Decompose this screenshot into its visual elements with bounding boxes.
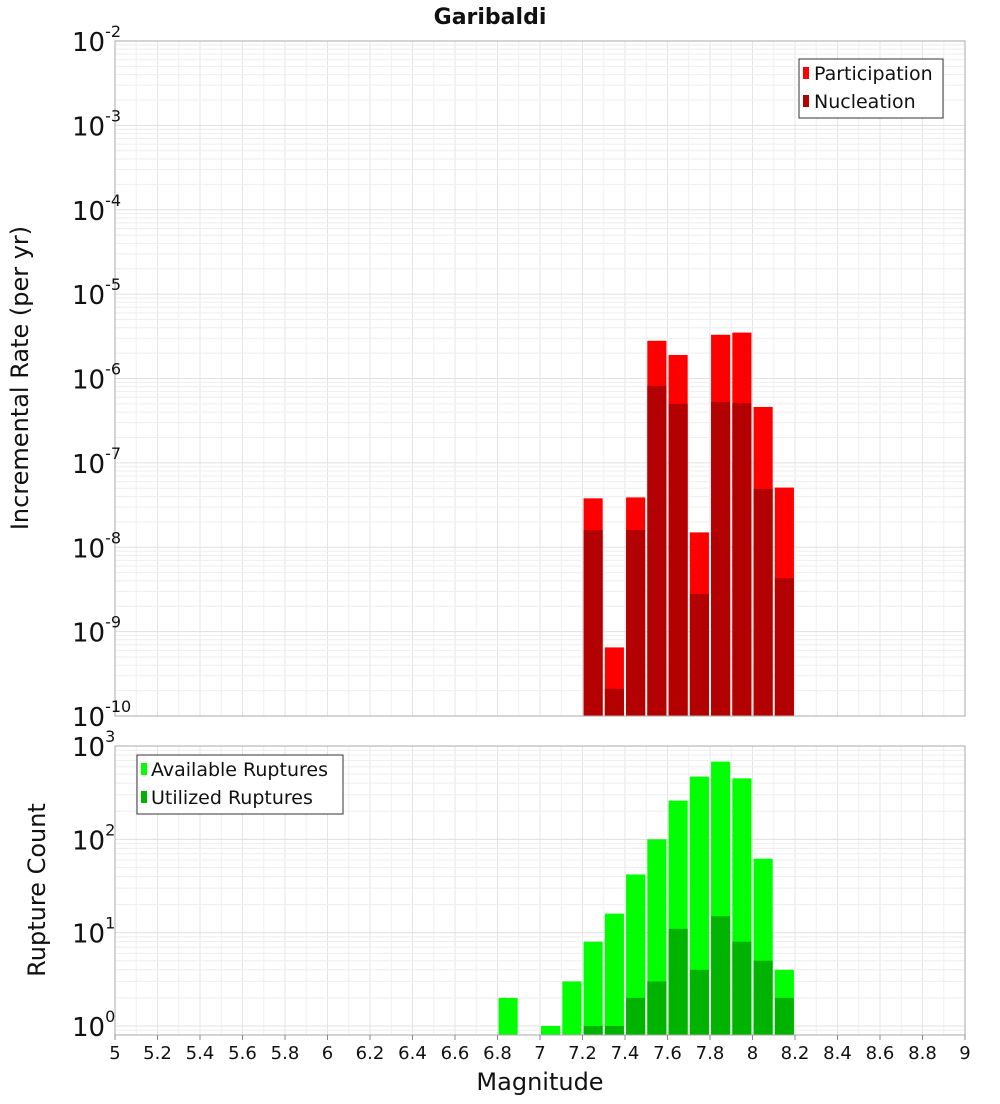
bar-nucleation-6 — [711, 401, 731, 716]
bar-available-ruptures-0 — [498, 997, 518, 1035]
x-axis-label: Magnitude — [476, 1068, 603, 1096]
x-ticks: 5 5.2 5.4 5.6 5.8 6 6.2 6.4 6.6 6.8 7 7.2 7.4 7.6 7.8 8… — [109, 1035, 971, 1064]
x-tick-label: 9 — [959, 1043, 970, 1064]
bar-utilized-ruptures-11 — [753, 960, 773, 1035]
y-tick-label: 10-8 — [72, 528, 121, 564]
top-y-axis-label: Incremental Rate (per yr) — [6, 226, 34, 530]
y-tick-label: 10-4 — [72, 191, 121, 227]
x-tick-label: 6.6 — [441, 1043, 470, 1064]
bar-nucleation-8 — [753, 489, 773, 716]
bar-nucleation-7 — [732, 403, 752, 716]
bottom-legend: Available Ruptures Utilized Ruptures — [136, 754, 344, 815]
x-tick-label: 8 — [747, 1043, 758, 1064]
y-tick-label: 10-3 — [72, 106, 121, 142]
legend-label-available-ruptures: Available Ruptures — [151, 759, 328, 781]
x-tick-label: 7.8 — [696, 1043, 725, 1064]
x-tick-label: 5.6 — [228, 1043, 257, 1064]
y-tick-label: 100 — [72, 1007, 115, 1043]
bar-nucleation-4 — [668, 403, 688, 716]
bottom-bars — [498, 761, 794, 1035]
bar-utilized-ruptures-10 — [732, 941, 752, 1035]
bar-nucleation-9 — [774, 578, 794, 716]
x-tick-label: 7.6 — [653, 1043, 682, 1064]
y-tick-label: 101 — [72, 914, 115, 950]
top-y-ticks: 10-2 10-3 10-4 10-5 10-6 10-7 10-8 10-9 10-10 — [72, 22, 131, 733]
x-tick-label: 7.2 — [568, 1043, 597, 1064]
x-tick-label: 5.4 — [186, 1043, 215, 1064]
x-tick-label: 6.2 — [356, 1043, 385, 1064]
x-tick-label: 6.8 — [483, 1043, 512, 1064]
x-tick-label: 7 — [534, 1043, 545, 1064]
legend-swatch-participation — [803, 67, 809, 79]
legend-label-utilized-ruptures: Utilized Ruptures — [151, 787, 313, 809]
legend-swatch-nucleation — [803, 95, 809, 107]
bar-available-ruptures-5 — [626, 874, 646, 1035]
y-tick-label: 102 — [72, 820, 115, 856]
x-tick-label: 5.8 — [271, 1043, 300, 1064]
bar-nucleation-3 — [647, 385, 667, 716]
bar-available-ruptures-2 — [562, 981, 582, 1035]
x-tick-label: 8.4 — [823, 1043, 852, 1064]
legend-label-participation: Participation — [814, 63, 933, 85]
bottom-y-axis-label: Rupture Count — [23, 803, 51, 977]
y-tick-label: 10-7 — [72, 444, 121, 480]
bar-utilized-ruptures-3 — [583, 1025, 603, 1035]
bar-available-ruptures-3 — [583, 941, 603, 1035]
bar-utilized-ruptures-6 — [647, 981, 667, 1035]
x-tick-label: 5 — [109, 1043, 120, 1064]
bar-available-ruptures-4 — [604, 913, 624, 1035]
bar-utilized-ruptures-5 — [626, 997, 646, 1035]
y-tick-label: 103 — [72, 727, 115, 763]
bottom-y-ticks: 103 102 101 100 — [72, 727, 115, 1043]
x-tick-label: 6.4 — [398, 1043, 427, 1064]
bar-available-ruptures-1 — [541, 1025, 561, 1035]
bar-utilized-ruptures-8 — [689, 969, 709, 1035]
y-tick-label: 10-5 — [72, 275, 121, 311]
bar-utilized-ruptures-9 — [711, 916, 731, 1035]
bar-utilized-ruptures-12 — [774, 997, 794, 1035]
y-tick-label: 10-6 — [72, 360, 121, 396]
y-tick-label: 10-10 — [72, 697, 131, 733]
y-tick-label: 10-9 — [72, 613, 121, 649]
top-bars — [583, 332, 794, 716]
bottom-grid — [114, 745, 966, 1036]
x-tick-label: 7.4 — [611, 1043, 640, 1064]
x-tick-label: 5.2 — [143, 1043, 172, 1064]
top-legend: Participation Nucleation — [798, 58, 944, 119]
x-tick-label: 8.2 — [781, 1043, 810, 1064]
bar-nucleation-5 — [689, 593, 709, 716]
legend-label-nucleation: Nucleation — [814, 91, 916, 113]
legend-swatch-utilized-ruptures — [141, 791, 147, 803]
chart-title: Garibaldi — [434, 5, 547, 30]
y-tick-label: 10-2 — [72, 22, 121, 58]
x-tick-label: 8.8 — [908, 1043, 937, 1064]
top-plot-frame — [114, 40, 966, 717]
legend-swatch-available-ruptures — [141, 763, 147, 775]
x-tick-label: 6 — [322, 1043, 333, 1064]
bar-utilized-ruptures-4 — [604, 1025, 624, 1035]
bar-utilized-ruptures-7 — [668, 928, 688, 1035]
x-tick-label: 8.6 — [866, 1043, 895, 1064]
bar-nucleation-1 — [604, 688, 624, 716]
bar-nucleation-2 — [626, 530, 646, 716]
top-grid — [114, 40, 966, 717]
bar-nucleation-0 — [583, 530, 603, 716]
